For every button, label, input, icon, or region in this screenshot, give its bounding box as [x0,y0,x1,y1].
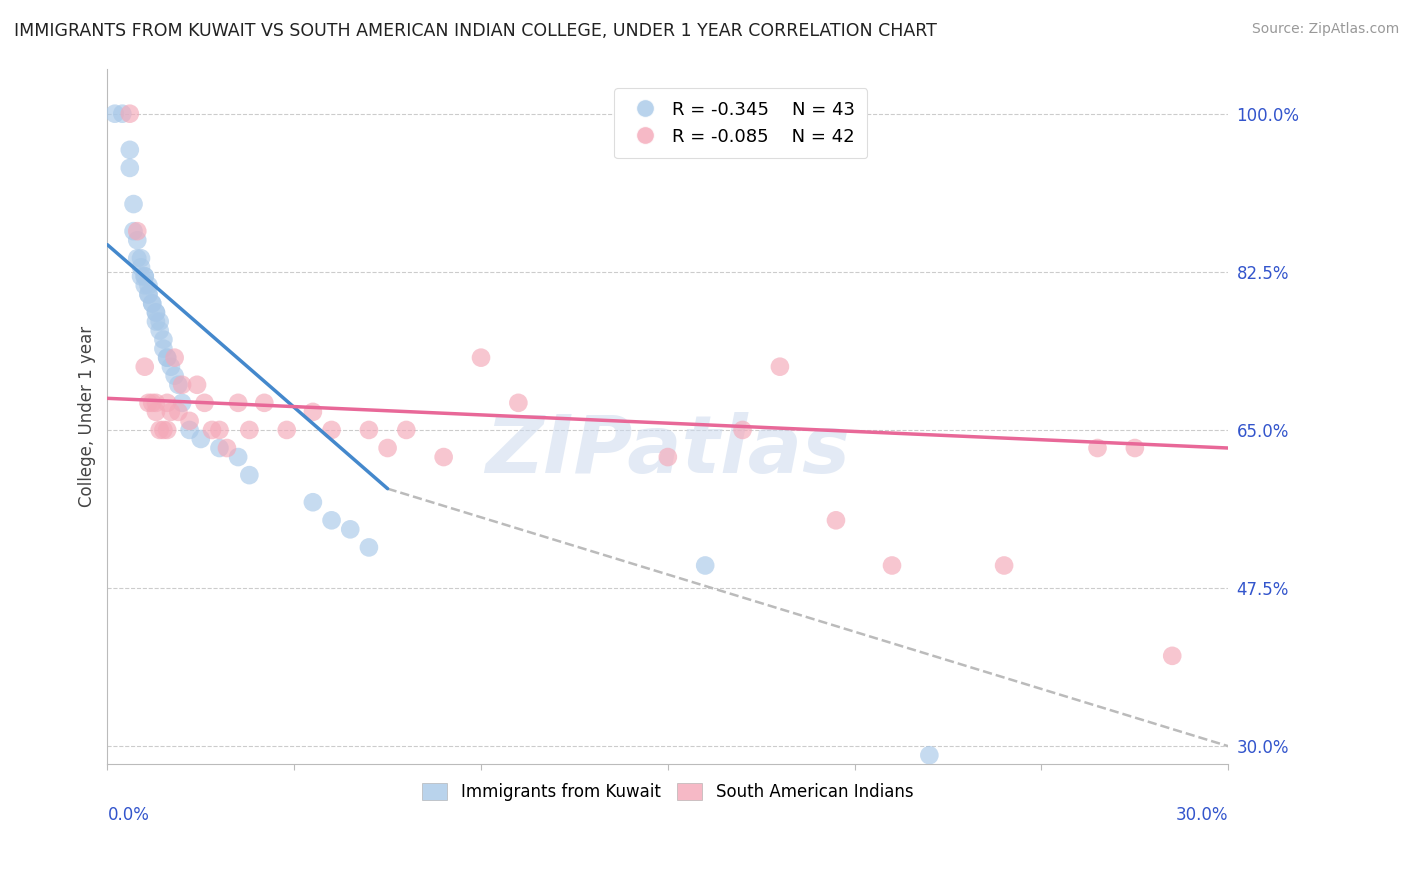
Point [357,541,380,555]
Point [302,405,325,419]
Point [152,423,174,437]
Point [118,161,141,175]
Point [1161,648,1184,663]
Point [145,305,167,319]
Text: Source: ZipAtlas.com: Source: ZipAtlas.com [1251,22,1399,37]
Point [208,423,231,437]
Legend: Immigrants from Kuwait, South American Indians: Immigrants from Kuwait, South American I… [416,777,920,808]
Point [127,233,149,247]
Point [395,423,418,437]
Point [134,278,156,293]
Point [129,269,152,284]
Point [145,305,167,319]
Point [127,252,149,266]
Point [141,296,163,310]
Point [918,748,941,763]
Point [122,197,145,211]
Point [377,441,399,455]
Point [118,106,141,120]
Point [141,396,163,410]
Text: 0.0%: 0.0% [107,806,149,824]
Point [215,441,238,455]
Point [138,287,160,301]
Point [238,468,260,483]
Point [276,423,298,437]
Point [134,269,156,284]
Point [769,359,792,374]
Point [163,351,186,365]
Point [149,423,172,437]
Point [339,522,361,536]
Point [122,224,145,238]
Point [993,558,1015,573]
Point [145,405,167,419]
Point [104,106,127,120]
Point [141,296,163,310]
Point [193,396,215,410]
Point [149,314,172,328]
Point [156,351,179,365]
Point [160,359,183,374]
Point [226,396,249,410]
Point [508,396,530,410]
Point [129,252,152,266]
Point [172,396,194,410]
Point [321,513,343,527]
Point [731,423,754,437]
Point [190,432,212,446]
Point [208,441,231,455]
Text: ZIPatlas: ZIPatlas [485,412,851,491]
Point [156,423,179,437]
Point [238,423,260,437]
Point [695,558,717,573]
Point [172,377,194,392]
Point [657,450,679,464]
Point [357,423,380,437]
Point [152,333,174,347]
Point [1087,441,1109,455]
Point [253,396,276,410]
Point [163,368,186,383]
Text: IMMIGRANTS FROM KUWAIT VS SOUTH AMERICAN INDIAN COLLEGE, UNDER 1 YEAR CORRELATIO: IMMIGRANTS FROM KUWAIT VS SOUTH AMERICAN… [14,22,936,40]
Point [1123,441,1146,455]
Point [470,351,492,365]
Point [880,558,903,573]
Point [825,513,848,527]
Point [134,269,156,284]
Point [134,359,156,374]
Point [111,106,134,120]
Point [226,450,249,464]
Point [138,278,160,293]
Point [138,396,160,410]
Point [118,143,141,157]
Point [321,423,343,437]
Point [156,351,179,365]
Y-axis label: College, Under 1 year: College, Under 1 year [79,326,96,507]
Point [179,414,201,428]
Point [160,405,183,419]
Point [156,396,179,410]
Point [138,287,160,301]
Point [152,342,174,356]
Point [186,377,208,392]
Point [167,377,190,392]
Point [433,450,456,464]
Point [302,495,325,509]
Point [179,423,201,437]
Point [127,224,149,238]
Point [129,260,152,275]
Point [167,405,190,419]
Text: 30.0%: 30.0% [1175,806,1229,824]
Point [145,396,167,410]
Point [145,314,167,328]
Point [201,423,224,437]
Point [149,324,172,338]
